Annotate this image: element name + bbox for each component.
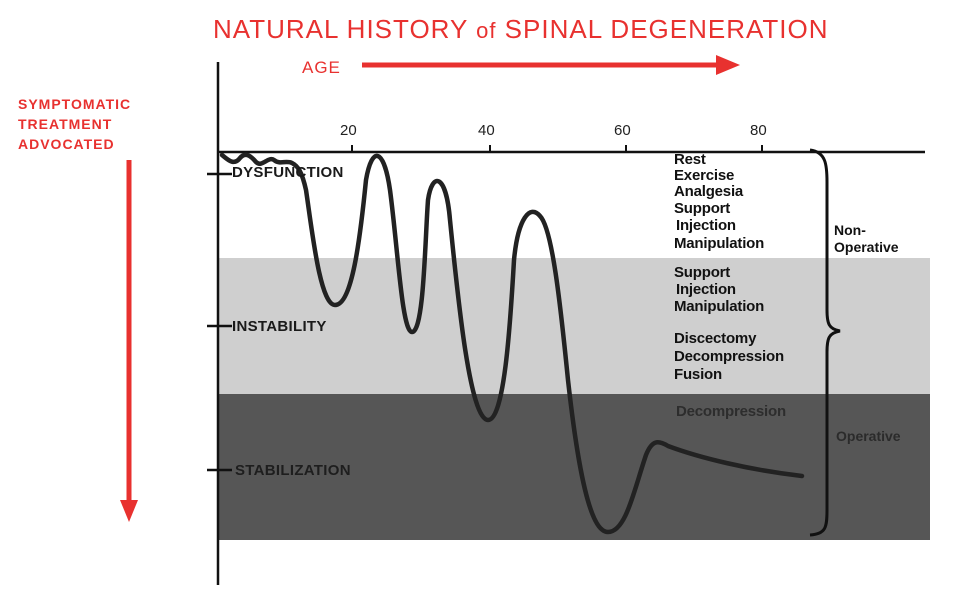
non-operative-line-2: Operative — [834, 239, 899, 255]
treatment-dysfunction-6: Manipulation — [674, 235, 765, 252]
title-part-1: NATURAL HISTORY — [213, 14, 468, 44]
treatment-dysfunction-4: Support — [674, 200, 731, 217]
operative-label: Operative — [836, 428, 901, 444]
treatment-stabilization-1: Decompression — [676, 403, 786, 420]
treatment-dysfunction-3: Analgesia — [674, 183, 744, 200]
treatment-instability-5: Decompression — [674, 348, 784, 365]
band-label-stabilization: STABILIZATION — [235, 462, 351, 479]
treatment-instability-4: Discectomy — [674, 330, 757, 347]
age-arrow-head — [716, 55, 740, 75]
non-operative-label: Non- Operative — [834, 222, 899, 256]
treatment-instability-1: Support — [674, 264, 731, 281]
side-label-line-2: TREATMENT — [18, 116, 113, 132]
treatment-dysfunction-2: Exercise — [674, 167, 735, 184]
non-operative-line-1: Non- — [834, 222, 866, 238]
side-label-line-1: SYMPTOMATIC — [18, 96, 132, 112]
band-label-dysfunction: DYSFUNCTION — [232, 164, 344, 181]
symptomatic-arrow-head — [120, 500, 138, 522]
diagram-title: NATURAL HISTORY of SPINAL DEGENERATION — [213, 14, 829, 45]
treatment-instability-6: Fusion — [674, 366, 722, 383]
treatment-dysfunction-1: Rest — [674, 151, 706, 168]
treatment-instability-2: Injection — [676, 281, 736, 298]
side-label-line-3: ADVOCATED — [18, 136, 115, 152]
tick-label-80: 80 — [750, 122, 767, 139]
treatment-instability-3: Manipulation — [674, 298, 765, 315]
title-part-2: SPINAL DEGENERATION — [504, 14, 829, 44]
dysfunction-band — [218, 152, 930, 258]
band-label-instability: INSTABILITY — [232, 318, 327, 335]
treatment-brace — [809, 148, 841, 537]
instability-band — [218, 258, 930, 394]
symptomatic-treatment-label: SYMPTOMATIC TREATMENT ADVOCATED — [18, 94, 178, 154]
tick-label-20: 20 — [340, 122, 357, 139]
age-label: AGE — [302, 58, 341, 77]
tick-label-40: 40 — [478, 122, 495, 139]
title-of: of — [476, 18, 497, 43]
tick-label-60: 60 — [614, 122, 631, 139]
treatment-dysfunction-5: Injection — [676, 217, 736, 234]
degeneration-curve — [219, 152, 805, 535]
